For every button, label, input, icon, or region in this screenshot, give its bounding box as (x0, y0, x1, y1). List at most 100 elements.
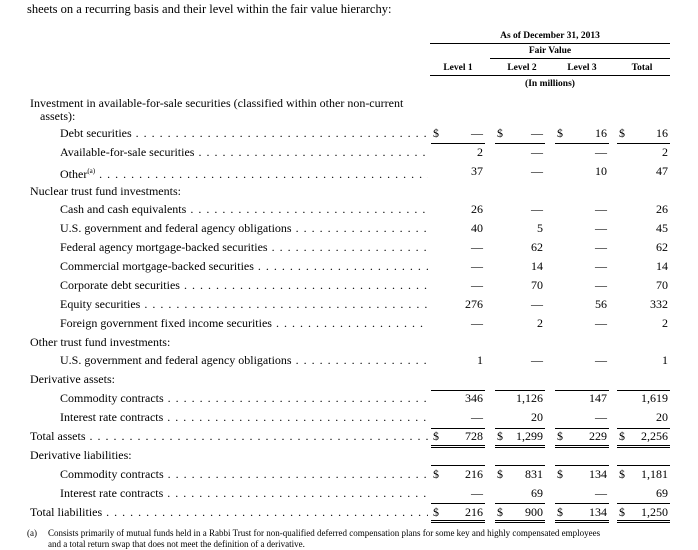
value-cell: 69 (656, 486, 668, 500)
subtotal-rule (617, 390, 670, 391)
currency-symbol: $ (619, 126, 625, 140)
section-label: Nuclear trust fund investments: (30, 184, 450, 199)
value-cell: 69 (531, 486, 543, 500)
total-liabilities-top-rule (431, 503, 485, 504)
value-cell: 216 (465, 467, 483, 481)
value-cell: 20 (656, 410, 668, 424)
subtotal-rule (617, 143, 670, 144)
value-cell: 2 (662, 316, 668, 330)
value-cell: — (531, 202, 543, 216)
leader-dots: . . . . . . . . . . . . . . . . . . . . … (135, 126, 428, 140)
value-cell: — (471, 259, 483, 273)
row-label-text: Available-for-sale securities (60, 145, 195, 159)
value-cell: 16 (656, 126, 668, 140)
header-rule (430, 43, 670, 44)
row-label: Commercial mortgage-backed securities . … (60, 259, 428, 274)
value-cell: 1,250 (641, 505, 668, 519)
value-cell: — (531, 145, 543, 159)
leader-dots: . . . . . . . . . . . . . . . . . . . . … (183, 278, 428, 292)
row-label: U.S. government and federal agency oblig… (60, 221, 428, 236)
total-assets-bottom-rule (431, 445, 485, 448)
value-cell: 1,181 (641, 467, 668, 481)
row-label-text: Interest rate contracts (60, 410, 164, 424)
value-cell: 276 (465, 297, 483, 311)
leader-dots: . . . . . . . . . . . . . . . . . . . . … (167, 391, 428, 405)
value-cell: 1,299 (516, 429, 543, 443)
value-cell: 1,619 (641, 391, 668, 405)
value-cell: 20 (531, 410, 543, 424)
row-label-text: Interest rate contracts (60, 486, 164, 500)
total-liabilities-bottom-rule (431, 520, 485, 523)
value-cell: 346 (465, 391, 483, 405)
currency-symbol: $ (497, 505, 503, 519)
leader-dots: . . . . . . . . . . . . . . . . . . . . … (295, 221, 428, 235)
subtotal-rule (555, 465, 609, 466)
total-assets-bottom-rule (495, 445, 545, 448)
col-level1-header: Level 1 (443, 63, 473, 73)
row-label: U.S. government and federal agency oblig… (60, 353, 428, 368)
value-cell: — (531, 297, 543, 311)
value-cell: 831 (525, 467, 543, 481)
section-label: Derivative liabilities: (30, 448, 450, 463)
value-cell: 26 (471, 202, 483, 216)
row-label: Available-for-sale securities . . . . . … (60, 145, 428, 160)
row-label-text: assets): (40, 109, 76, 123)
row-label-text: Total liabilities (30, 505, 103, 519)
currency-symbol: $ (619, 429, 625, 443)
row-label-text: Derivative assets: (30, 372, 115, 386)
value-cell: 134 (589, 467, 607, 481)
subtotal-rule (555, 390, 609, 391)
value-cell: 62 (531, 240, 543, 254)
value-cell: — (595, 486, 607, 500)
value-cell: 147 (589, 391, 607, 405)
leader-dots: . . . . . . . . . . . . . . . . . . . . … (190, 202, 428, 216)
subtotal-rule (495, 390, 545, 391)
section-label: assets): (40, 109, 460, 124)
row-label: Other(a) . . . . . . . . . . . . . . . .… (60, 164, 428, 182)
value-cell: — (595, 353, 607, 367)
value-cell: — (471, 240, 483, 254)
total-assets-top-rule (495, 428, 545, 429)
total-assets-top-rule (617, 428, 670, 429)
value-cell: 728 (465, 429, 483, 443)
value-cell: 40 (471, 221, 483, 235)
value-cell: 2,256 (641, 429, 668, 443)
row-label: Foreign government fixed income securiti… (60, 316, 428, 331)
total-row-label: Total assets . . . . . . . . . . . . . .… (30, 429, 428, 444)
value-cell: — (471, 126, 483, 140)
total-liabilities-bottom-rule (555, 520, 609, 523)
value-cell: 47 (656, 164, 668, 178)
units-header: (In millions) (525, 79, 575, 89)
value-cell: 1,126 (516, 391, 543, 405)
row-label: Debt securities . . . . . . . . . . . . … (60, 126, 428, 141)
currency-symbol: $ (557, 429, 563, 443)
subtotal-rule (555, 143, 609, 144)
value-cell: 2 (662, 145, 668, 159)
leader-dots: . . . . . . . . . . . . . . . . . . . . … (198, 145, 428, 159)
value-cell: 2 (537, 316, 543, 330)
value-cell: — (595, 202, 607, 216)
row-label-text: Equity securities (60, 297, 141, 311)
currency-symbol: $ (619, 467, 625, 481)
row-label-text: U.S. government and federal agency oblig… (60, 353, 292, 367)
total-liabilities-bottom-rule (617, 520, 670, 523)
leader-dots: . . . . . . . . . . . . . . . . . . . . … (144, 297, 428, 311)
value-cell: — (471, 278, 483, 292)
row-label-text: Debt securities (60, 126, 132, 140)
subtotal-rule (431, 390, 485, 391)
currency-symbol: $ (557, 505, 563, 519)
total-liabilities-top-rule (495, 503, 545, 504)
subtotal-rule (431, 143, 485, 144)
row-label-text: Cash and cash equivalents (60, 202, 187, 216)
row-label: Corporate debt securities . . . . . . . … (60, 278, 428, 293)
value-cell: 14 (531, 259, 543, 273)
value-cell: — (531, 164, 543, 178)
value-cell: 134 (589, 505, 607, 519)
row-label-text: Derivative liabilities: (30, 448, 132, 462)
value-cell: 216 (465, 505, 483, 519)
value-cell: — (595, 278, 607, 292)
row-label-text: Total assets (30, 429, 86, 443)
value-cell: 332 (650, 297, 668, 311)
row-label: Commodity contracts . . . . . . . . . . … (60, 467, 428, 482)
leader-dots: . . . . . . . . . . . . . . . . . . . . … (295, 353, 428, 367)
